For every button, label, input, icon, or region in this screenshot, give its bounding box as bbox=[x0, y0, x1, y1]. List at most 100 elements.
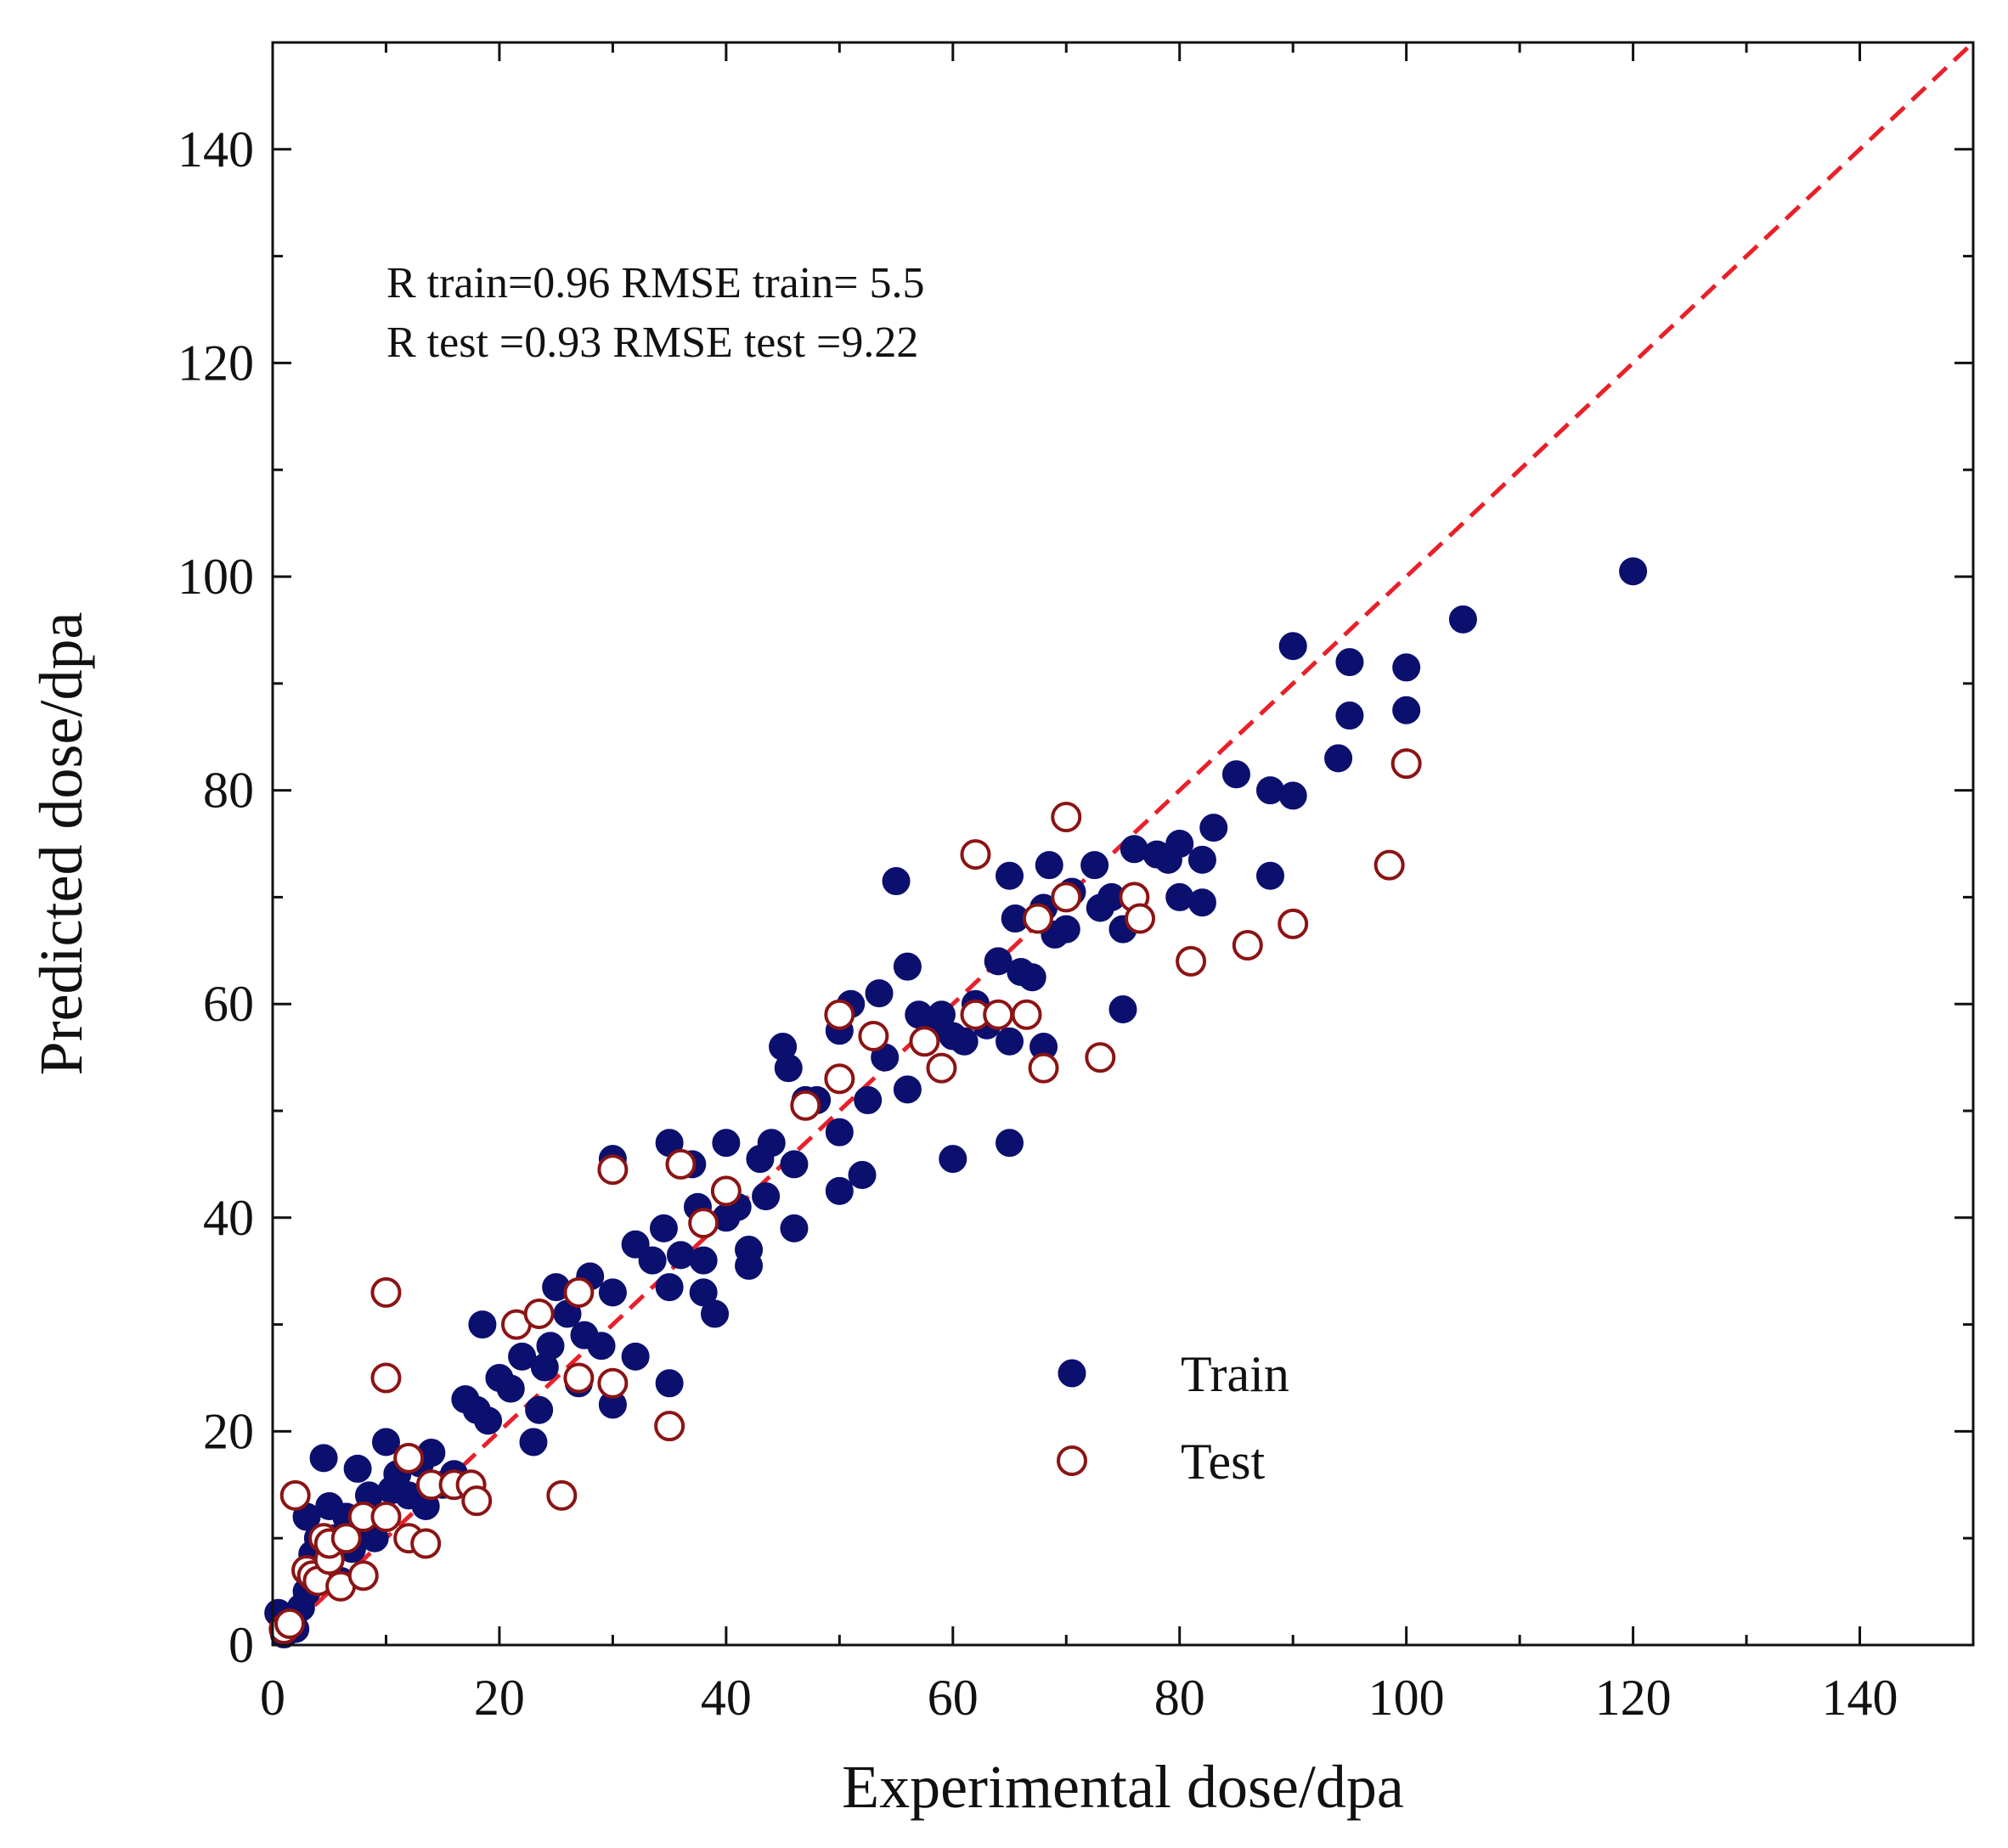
train-point bbox=[1324, 744, 1353, 773]
train-point bbox=[474, 1406, 503, 1435]
train-point bbox=[893, 1075, 922, 1104]
x-tick-label: 80 bbox=[1154, 1670, 1205, 1726]
legend-label-train: Train bbox=[1181, 1346, 1289, 1402]
train-point bbox=[655, 1273, 684, 1302]
test-point bbox=[1085, 1042, 1116, 1073]
train-point bbox=[757, 1129, 786, 1158]
train-point bbox=[343, 1454, 372, 1483]
legend-marker-train bbox=[1058, 1359, 1086, 1388]
train-point bbox=[735, 1236, 764, 1265]
train-point bbox=[587, 1332, 616, 1361]
y-tick-label: 140 bbox=[178, 121, 254, 177]
test-point bbox=[1051, 882, 1082, 913]
test-point bbox=[1028, 1052, 1059, 1084]
train-point bbox=[939, 1145, 967, 1174]
legend-label-test: Test bbox=[1181, 1434, 1265, 1490]
test-point bbox=[665, 1148, 697, 1180]
train-point bbox=[621, 1342, 650, 1371]
test-point bbox=[330, 1523, 362, 1554]
test-point bbox=[370, 1502, 402, 1533]
x-tick-label: 140 bbox=[1822, 1670, 1898, 1726]
train-point bbox=[1108, 994, 1137, 1023]
tick-labels: 0 20 40 60 80 100 120 140 0 20 40 60 80 100 120 140 bbox=[178, 121, 1898, 1726]
train-point bbox=[1392, 696, 1421, 724]
train-point bbox=[996, 1129, 1024, 1158]
train-point bbox=[825, 1118, 854, 1147]
train-point bbox=[1335, 701, 1364, 730]
y-tick-label: 100 bbox=[178, 549, 254, 605]
test-point bbox=[1278, 908, 1309, 939]
test-point bbox=[824, 999, 855, 1030]
train-point bbox=[638, 1246, 667, 1275]
train-point bbox=[598, 1278, 627, 1307]
train-point bbox=[701, 1299, 730, 1328]
train-point bbox=[1187, 845, 1216, 874]
train-point bbox=[865, 979, 894, 1008]
test-point bbox=[1125, 903, 1156, 934]
test-point bbox=[1051, 802, 1082, 833]
train-point bbox=[1035, 851, 1063, 880]
test-point bbox=[597, 1367, 629, 1399]
y-tick-label: 0 bbox=[228, 1617, 254, 1673]
x-tick-label: 40 bbox=[701, 1670, 752, 1726]
train-point bbox=[519, 1428, 548, 1456]
test-point bbox=[1232, 930, 1263, 961]
train-point bbox=[1278, 632, 1307, 661]
x-tick-label: 20 bbox=[474, 1670, 525, 1726]
train-point bbox=[825, 1176, 854, 1205]
test-point bbox=[274, 1608, 306, 1639]
train-point bbox=[1619, 557, 1648, 586]
train-point bbox=[1080, 851, 1109, 880]
test-point bbox=[654, 1411, 685, 1442]
train-point bbox=[996, 861, 1024, 890]
train-point bbox=[1448, 605, 1477, 634]
test-point bbox=[909, 1026, 940, 1057]
test-point bbox=[347, 1560, 379, 1592]
train-point bbox=[848, 1160, 877, 1189]
train-point bbox=[854, 1085, 883, 1114]
stats-annotation-test: R test =0.93 RMSE test =9.22 bbox=[386, 318, 918, 367]
train-point bbox=[309, 1444, 338, 1473]
train-point bbox=[1187, 888, 1216, 917]
train-point bbox=[712, 1129, 741, 1158]
train-point bbox=[496, 1374, 525, 1403]
train-point bbox=[752, 1182, 781, 1211]
test-point bbox=[688, 1208, 719, 1239]
test-point bbox=[563, 1276, 595, 1308]
train-point bbox=[689, 1246, 718, 1275]
plot-frame bbox=[271, 41, 1975, 1647]
x-axis-title: Experimental dose/dpa bbox=[842, 1753, 1404, 1821]
y-tick-label: 80 bbox=[203, 763, 254, 819]
y-tick-label: 20 bbox=[203, 1403, 254, 1459]
legend-marker-test bbox=[1057, 1445, 1087, 1476]
test-point bbox=[710, 1175, 742, 1207]
test-point bbox=[546, 1479, 578, 1511]
stats-annotation-train: R train=0.96 RMSE train= 5.5 bbox=[386, 259, 925, 307]
test-point bbox=[563, 1362, 595, 1394]
train-point bbox=[996, 1027, 1024, 1056]
train-point bbox=[893, 952, 922, 981]
test-point bbox=[983, 999, 1014, 1030]
test-point bbox=[410, 1528, 442, 1559]
test-point bbox=[1373, 849, 1405, 881]
train-point bbox=[882, 867, 911, 896]
x-tick-label: 120 bbox=[1595, 1670, 1672, 1726]
train-point bbox=[950, 1027, 979, 1056]
y-tick-label: 120 bbox=[178, 335, 254, 391]
train-point bbox=[649, 1214, 678, 1242]
train-point bbox=[508, 1342, 537, 1371]
test-point bbox=[790, 1090, 821, 1121]
tick-marks bbox=[271, 41, 1975, 1647]
test-point bbox=[926, 1052, 957, 1084]
test-point bbox=[960, 839, 991, 870]
legend: Train Test bbox=[1057, 1346, 1289, 1490]
x-tick-label: 100 bbox=[1368, 1670, 1445, 1726]
y-tick-label: 60 bbox=[203, 976, 254, 1032]
train-point bbox=[1052, 915, 1080, 944]
test-point bbox=[824, 1063, 855, 1095]
train-point bbox=[536, 1332, 565, 1361]
test-point bbox=[1176, 945, 1207, 977]
test-point bbox=[279, 1479, 311, 1511]
